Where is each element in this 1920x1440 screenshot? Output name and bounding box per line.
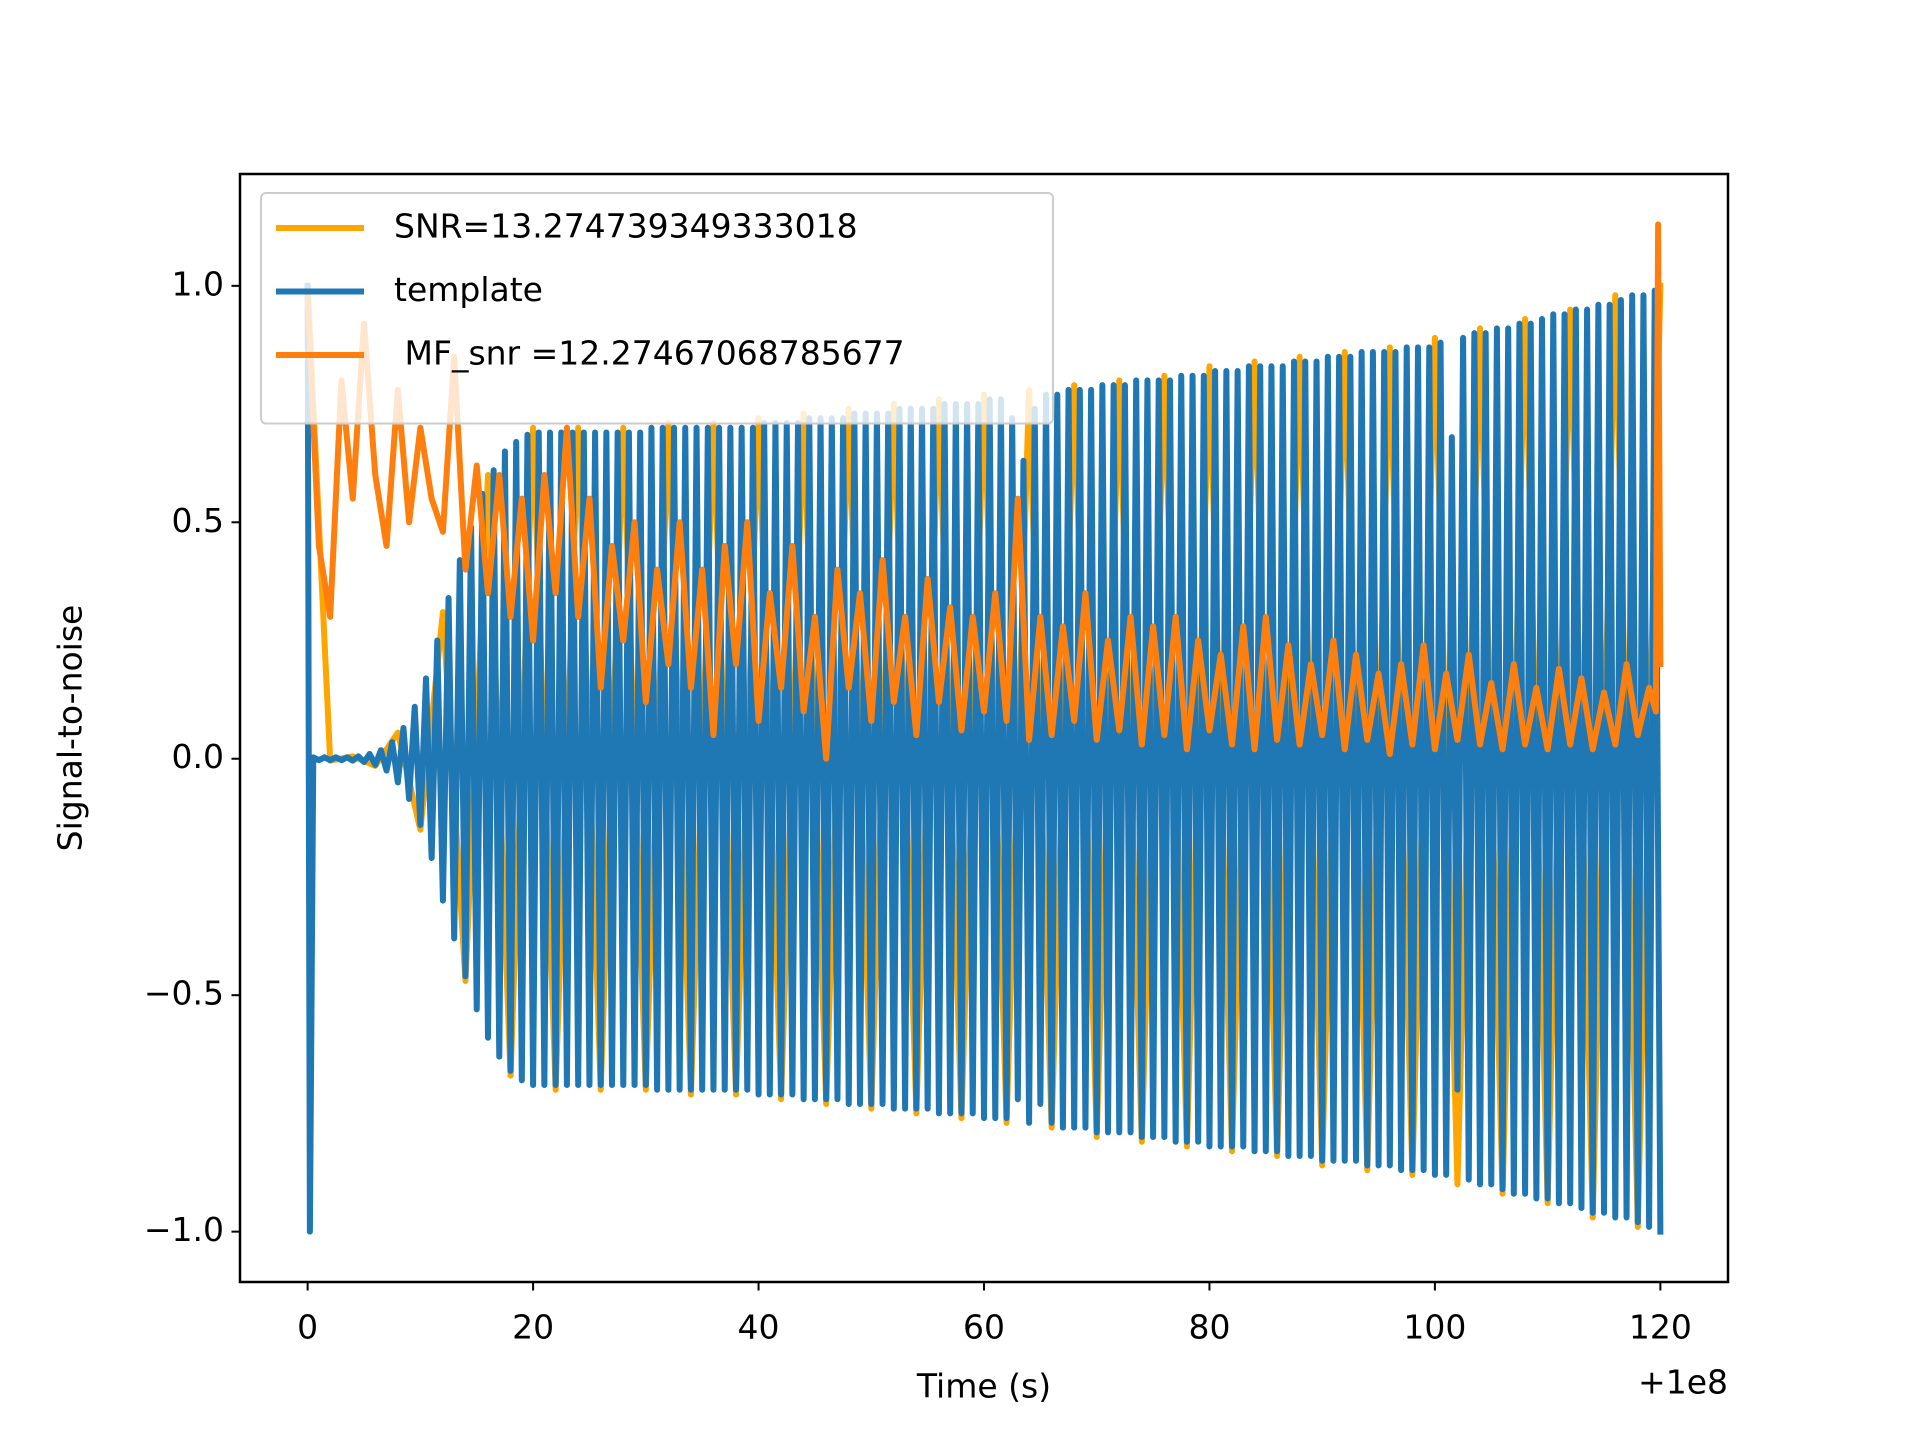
x-tick-label: 100 bbox=[1403, 1308, 1466, 1347]
y-tick-label: 1.0 bbox=[172, 264, 224, 303]
series-line bbox=[304, 282, 1664, 1235]
legend-frame bbox=[260, 192, 1054, 425]
y-axis-label: Signal-to-noise bbox=[51, 605, 90, 852]
x-tick-label: 40 bbox=[738, 1308, 780, 1347]
x-offset-label: +1e8 bbox=[1638, 1363, 1728, 1402]
y-tick-label: 0.5 bbox=[172, 501, 224, 540]
x-tick-label: 60 bbox=[963, 1308, 1005, 1347]
y-tick-label: −1.0 bbox=[144, 1210, 224, 1249]
x-tick-label: 20 bbox=[512, 1308, 554, 1347]
x-axis-label: Time (s) bbox=[916, 1367, 1051, 1406]
legend-label: SNR=13.274739349333018 bbox=[394, 207, 858, 246]
series-line bbox=[304, 221, 1664, 762]
legend-label: MF_snr =12.27467068785677 bbox=[394, 334, 905, 373]
legend-label: template bbox=[394, 270, 543, 309]
x-tick-label: 0 bbox=[297, 1308, 318, 1347]
legend: SNR=13.274739349333018 template MF_snr =1… bbox=[260, 192, 1054, 425]
y-tick-label: 0.0 bbox=[172, 737, 224, 776]
y-tick-label: −0.5 bbox=[144, 974, 224, 1013]
x-tick-label: 80 bbox=[1188, 1308, 1230, 1347]
x-tick-label: 120 bbox=[1629, 1308, 1692, 1347]
